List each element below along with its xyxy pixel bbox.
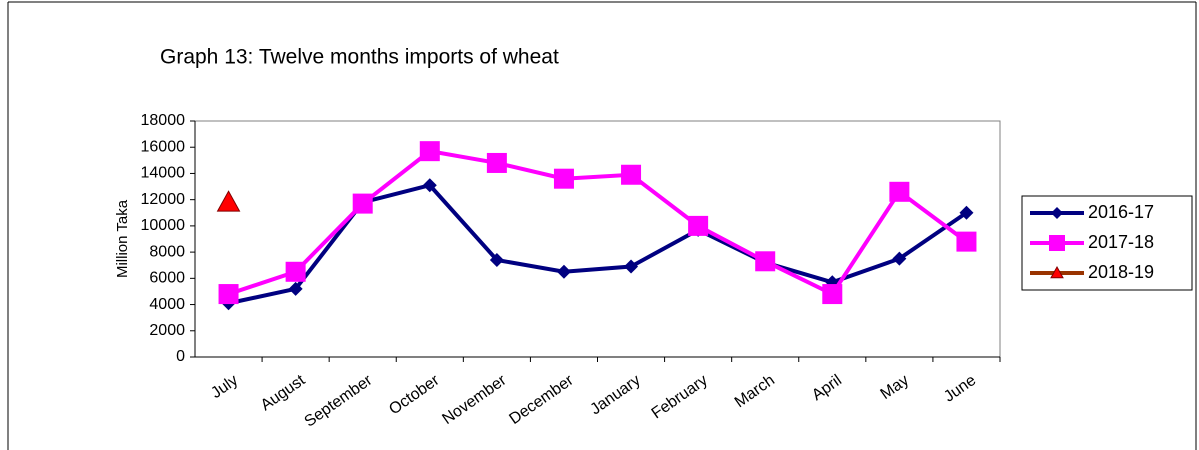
series-marker xyxy=(959,205,974,220)
series-marker xyxy=(688,215,709,236)
x-tick-label: December xyxy=(506,371,577,428)
x-tick-label: February xyxy=(649,372,711,423)
series-marker xyxy=(553,168,574,189)
x-tick-label: October xyxy=(386,371,443,418)
x-tick-label: July xyxy=(208,372,241,402)
series-marker xyxy=(216,190,241,212)
y-tick-label: 16000 xyxy=(141,138,186,155)
series-marker xyxy=(489,252,504,267)
y-tick-label: 10000 xyxy=(141,217,186,234)
y-tick-label: 8000 xyxy=(149,243,185,260)
x-tick-label: August xyxy=(258,371,309,414)
series-marker xyxy=(422,178,437,193)
x-tick-label: April xyxy=(809,372,845,404)
series-marker xyxy=(755,251,776,272)
series-marker xyxy=(419,141,440,162)
series-marker xyxy=(822,284,843,305)
y-tick-label: 6000 xyxy=(149,270,185,287)
legend-label: 2016-17 xyxy=(1088,202,1154,222)
y-tick-label: 18000 xyxy=(141,112,186,129)
y-tick-label: 14000 xyxy=(141,165,186,182)
chart-title: Graph 13: Twelve months imports of wheat xyxy=(160,46,559,69)
x-tick-label: March xyxy=(732,372,778,411)
x-tick-label: May xyxy=(878,372,913,403)
series-marker xyxy=(889,181,910,202)
y-tick-label: 4000 xyxy=(149,296,185,313)
series-marker xyxy=(624,259,639,274)
y-tick-label: 2000 xyxy=(149,322,185,339)
legend-label: 2017-18 xyxy=(1088,232,1154,252)
x-tick-label: September xyxy=(302,371,376,430)
series-marker xyxy=(285,261,306,282)
plot-area xyxy=(194,120,1001,358)
series-marker xyxy=(486,152,507,173)
series-marker xyxy=(218,284,239,305)
x-tick-label: June xyxy=(941,372,979,406)
series-line xyxy=(228,183,968,306)
series-marker xyxy=(288,281,303,296)
series-marker xyxy=(892,251,907,266)
series-marker xyxy=(556,264,571,279)
legend-marker xyxy=(1050,265,1064,279)
series-marker xyxy=(621,164,642,185)
y-tick-label: 12000 xyxy=(141,191,186,208)
x-tick-label: November xyxy=(439,371,510,428)
y-tick-label: 0 xyxy=(176,348,185,365)
legend-marker xyxy=(1049,235,1065,251)
series-line xyxy=(227,149,968,297)
series-marker xyxy=(956,231,977,252)
series-marker xyxy=(352,193,373,214)
legend-label: 2018-19 xyxy=(1088,262,1154,282)
legend-marker xyxy=(1051,207,1063,219)
x-tick-label: January xyxy=(587,372,643,419)
y-axis-label: Million Taka xyxy=(114,199,131,278)
